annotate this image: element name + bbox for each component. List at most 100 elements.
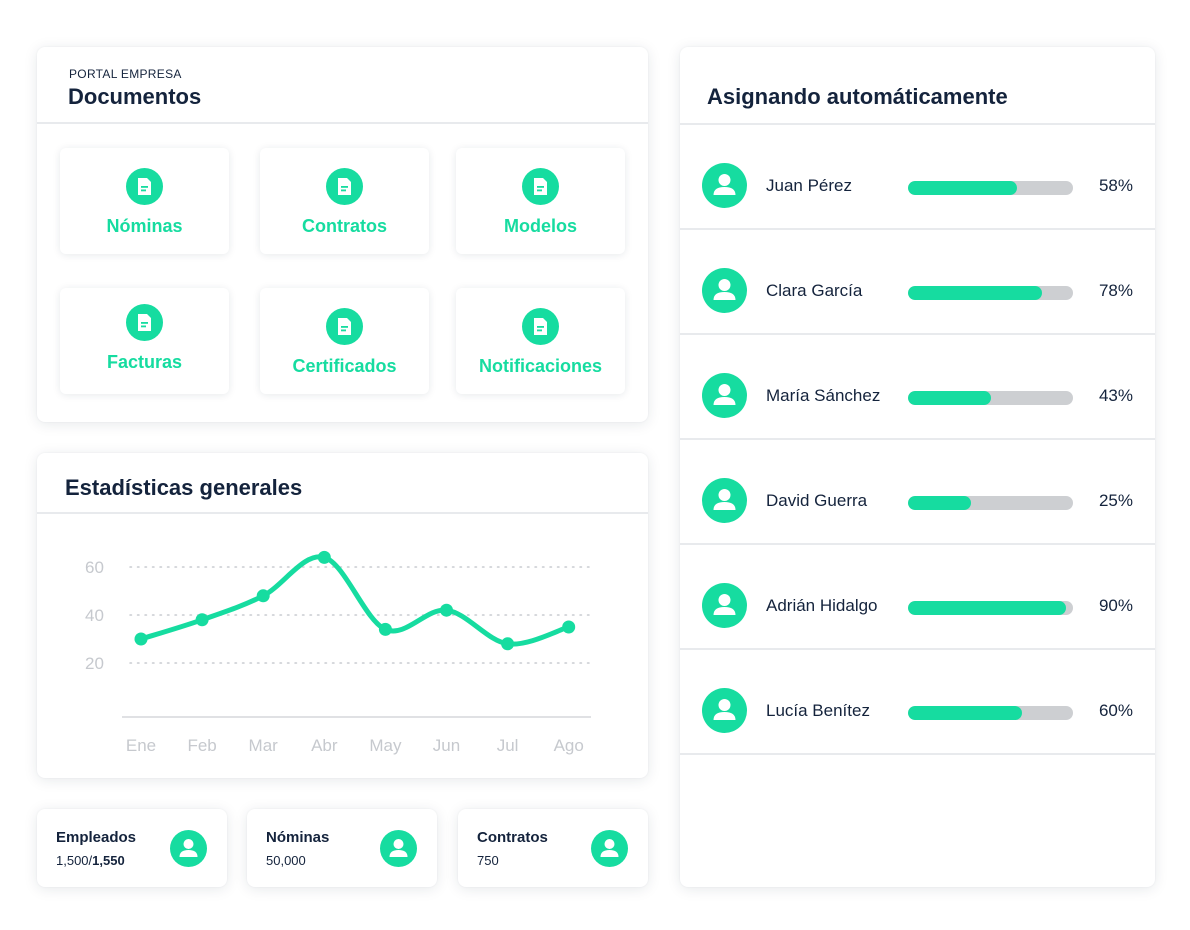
y-tick-label: 60 [85, 558, 104, 577]
data-point [440, 603, 453, 617]
assign-row-end [680, 753, 1155, 755]
document-icon [126, 168, 163, 205]
user-avatar-icon [702, 583, 747, 628]
progress-bar [908, 706, 1073, 720]
document-icon [522, 308, 559, 345]
line-chart: 20 40 60 Ene Feb Mar Abr May Jun Jul Ago [85, 550, 594, 755]
assign-card: Asignando automáticamente Juan Pérez 58%… [680, 47, 1155, 887]
progress-percent: 43% [1098, 386, 1133, 405]
data-point [195, 613, 209, 627]
kpi-value: 1,500/1,550 [56, 853, 125, 868]
assign-row: María Sánchez 43% [680, 333, 1155, 438]
tile-notificaciones[interactable]: Notificaciones [456, 288, 625, 394]
progress-bar [908, 496, 1073, 510]
assignee-name: Lucía Benítez [766, 701, 870, 720]
user-avatar-icon [702, 268, 747, 313]
user-icon [591, 830, 628, 867]
tile-nominas[interactable]: Nóminas [60, 148, 229, 254]
documentos-card: PORTAL EMPRESA Documentos Nóminas Contra… [37, 47, 648, 422]
x-tick-label: Feb [187, 736, 216, 755]
divider [680, 648, 1155, 650]
progress-percent: 58% [1098, 176, 1133, 195]
x-tick-label: Jun [433, 736, 460, 755]
progress-percent: 60% [1098, 701, 1133, 720]
x-tick-label: Ene [126, 736, 156, 755]
documentos-title: Documentos [68, 84, 202, 109]
assign-row: Lucía Benítez 60% [680, 648, 1155, 753]
progress-percent: 90% [1098, 596, 1133, 615]
kpi-title: Contratos [477, 829, 548, 846]
assign-row: Adrián Hidalgo 90% [680, 543, 1155, 648]
tile-label: Notificaciones [478, 356, 603, 376]
tile-label: Contratos [302, 216, 387, 236]
x-tick-label: Ago [554, 736, 584, 755]
tile-label: Nóminas [106, 216, 183, 236]
kpi-title: Empleados [56, 829, 137, 846]
divider [680, 228, 1155, 230]
y-tick-label: 20 [85, 654, 104, 673]
assignee-name: Clara García [766, 281, 863, 300]
data-point [134, 632, 148, 646]
y-tick-label: 40 [85, 606, 104, 625]
tile-label: Facturas [106, 352, 183, 372]
user-avatar-icon [702, 373, 747, 418]
user-icon [170, 830, 207, 867]
data-point [501, 637, 515, 651]
document-icon [522, 168, 559, 205]
assignee-name: David Guerra [766, 491, 868, 510]
progress-bar [908, 286, 1073, 300]
divider [37, 122, 648, 124]
data-point [256, 589, 270, 603]
progress-percent: 25% [1098, 491, 1133, 510]
kpi-contratos: Contratos 750 [458, 809, 648, 887]
tile-modelos[interactable]: Modelos [456, 148, 625, 254]
assign-row: David Guerra 25% [680, 438, 1155, 543]
progress-fill [908, 181, 1017, 195]
assignee-name: Juan Pérez [766, 176, 852, 195]
kpi-value: 750 [477, 853, 499, 868]
kpi-value-main: 750 [477, 853, 499, 868]
x-tick-label: Mar [249, 736, 279, 755]
divider [680, 123, 1155, 125]
user-icon [380, 830, 417, 867]
tile-label: Modelos [503, 216, 577, 236]
user-avatar-icon [702, 688, 747, 733]
assign-title: Asignando automáticamente [707, 84, 1008, 109]
divider [680, 753, 1155, 755]
tile-label: Certificados [292, 356, 397, 376]
document-icon [326, 308, 363, 345]
kpi-value: 50,000 [266, 853, 306, 868]
kpi-empleados: Empleados 1,500/1,550 [37, 809, 227, 887]
tile-contratos[interactable]: Contratos [260, 148, 429, 254]
progress-bar [908, 601, 1073, 615]
progress-bar [908, 391, 1073, 405]
assign-row: Clara García 78% [680, 228, 1155, 333]
divider [680, 543, 1155, 545]
stats-card: Estadísticas generales 20 40 60 Ene Feb Mar Ab… [37, 453, 648, 778]
series-line [138, 554, 572, 647]
document-icon [126, 304, 163, 341]
tile-facturas[interactable]: Facturas [60, 288, 229, 394]
progress-fill [908, 286, 1042, 300]
user-avatar-icon [702, 478, 747, 523]
tile-certificados[interactable]: Certificados [260, 288, 429, 394]
progress-percent: 78% [1098, 281, 1133, 300]
x-tick-label: Jul [497, 736, 519, 755]
kpi-nominas: Nóminas 50,000 [247, 809, 437, 887]
divider [37, 512, 648, 514]
kpi-title: Nóminas [266, 829, 330, 846]
progress-fill [908, 391, 991, 405]
divider [680, 438, 1155, 440]
x-tick-label: Abr [311, 736, 338, 755]
stats-title: Estadísticas generales [65, 475, 303, 500]
progress-fill [908, 601, 1067, 615]
divider [680, 333, 1155, 335]
portal-eyebrow: PORTAL EMPRESA [69, 67, 182, 81]
progress-fill [908, 496, 971, 510]
assign-row: Juan Pérez 58% [680, 123, 1155, 228]
progress-fill [908, 706, 1022, 720]
progress-bar [908, 181, 1073, 195]
kpi-value-total: 1,550 [92, 853, 125, 868]
assignee-name: María Sánchez [766, 386, 881, 405]
kpi-value-main: 50,000 [266, 853, 306, 868]
